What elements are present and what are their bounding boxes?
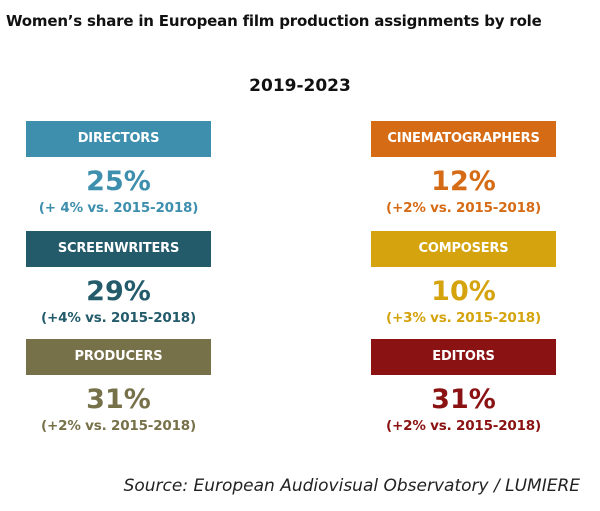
role-value-producers: 31% bbox=[86, 384, 151, 415]
chart-title: Women’s share in European film productio… bbox=[6, 12, 542, 30]
role-card-screenwriters: SCREENWRITERS 29% (+4% vs. 2015-2018) bbox=[26, 231, 211, 326]
role-card-cinematographers: CINEMATOGRAPHERS 12% (+2% vs. 2015-2018) bbox=[371, 121, 556, 216]
role-label-editors: EDITORS bbox=[371, 339, 556, 375]
role-change-cinematographers: (+2% vs. 2015-2018) bbox=[386, 200, 541, 216]
role-label-directors: DIRECTORS bbox=[26, 121, 211, 157]
role-change-producers: (+2% vs. 2015-2018) bbox=[41, 418, 196, 434]
role-change-directors: (+ 4% vs. 2015-2018) bbox=[38, 200, 199, 216]
role-change-screenwriters: (+4% vs. 2015-2018) bbox=[41, 310, 196, 326]
role-label-cinematographers: CINEMATOGRAPHERS bbox=[371, 121, 556, 157]
role-card-producers: PRODUCERS 31% (+2% vs. 2015-2018) bbox=[26, 339, 211, 434]
role-label-screenwriters: SCREENWRITERS bbox=[26, 231, 211, 267]
role-change-editors: (+2% vs. 2015-2018) bbox=[386, 418, 541, 434]
period-label: 2019-2023 bbox=[249, 76, 351, 96]
role-value-directors: 25% bbox=[86, 166, 151, 197]
role-change-composers: (+3% vs. 2015-2018) bbox=[386, 310, 541, 326]
role-value-composers: 10% bbox=[431, 276, 496, 307]
role-value-editors: 31% bbox=[431, 384, 496, 415]
role-value-screenwriters: 29% bbox=[86, 276, 151, 307]
source-note: Source: European Audiovisual Observatory… bbox=[123, 476, 580, 496]
role-card-composers: COMPOSERS 10% (+3% vs. 2015-2018) bbox=[371, 231, 556, 326]
role-card-editors: EDITORS 31% (+2% vs. 2015-2018) bbox=[371, 339, 556, 434]
role-label-producers: PRODUCERS bbox=[26, 339, 211, 375]
role-card-directors: DIRECTORS 25% (+ 4% vs. 2015-2018) bbox=[26, 121, 211, 216]
role-label-composers: COMPOSERS bbox=[371, 231, 556, 267]
role-value-cinematographers: 12% bbox=[431, 166, 496, 197]
